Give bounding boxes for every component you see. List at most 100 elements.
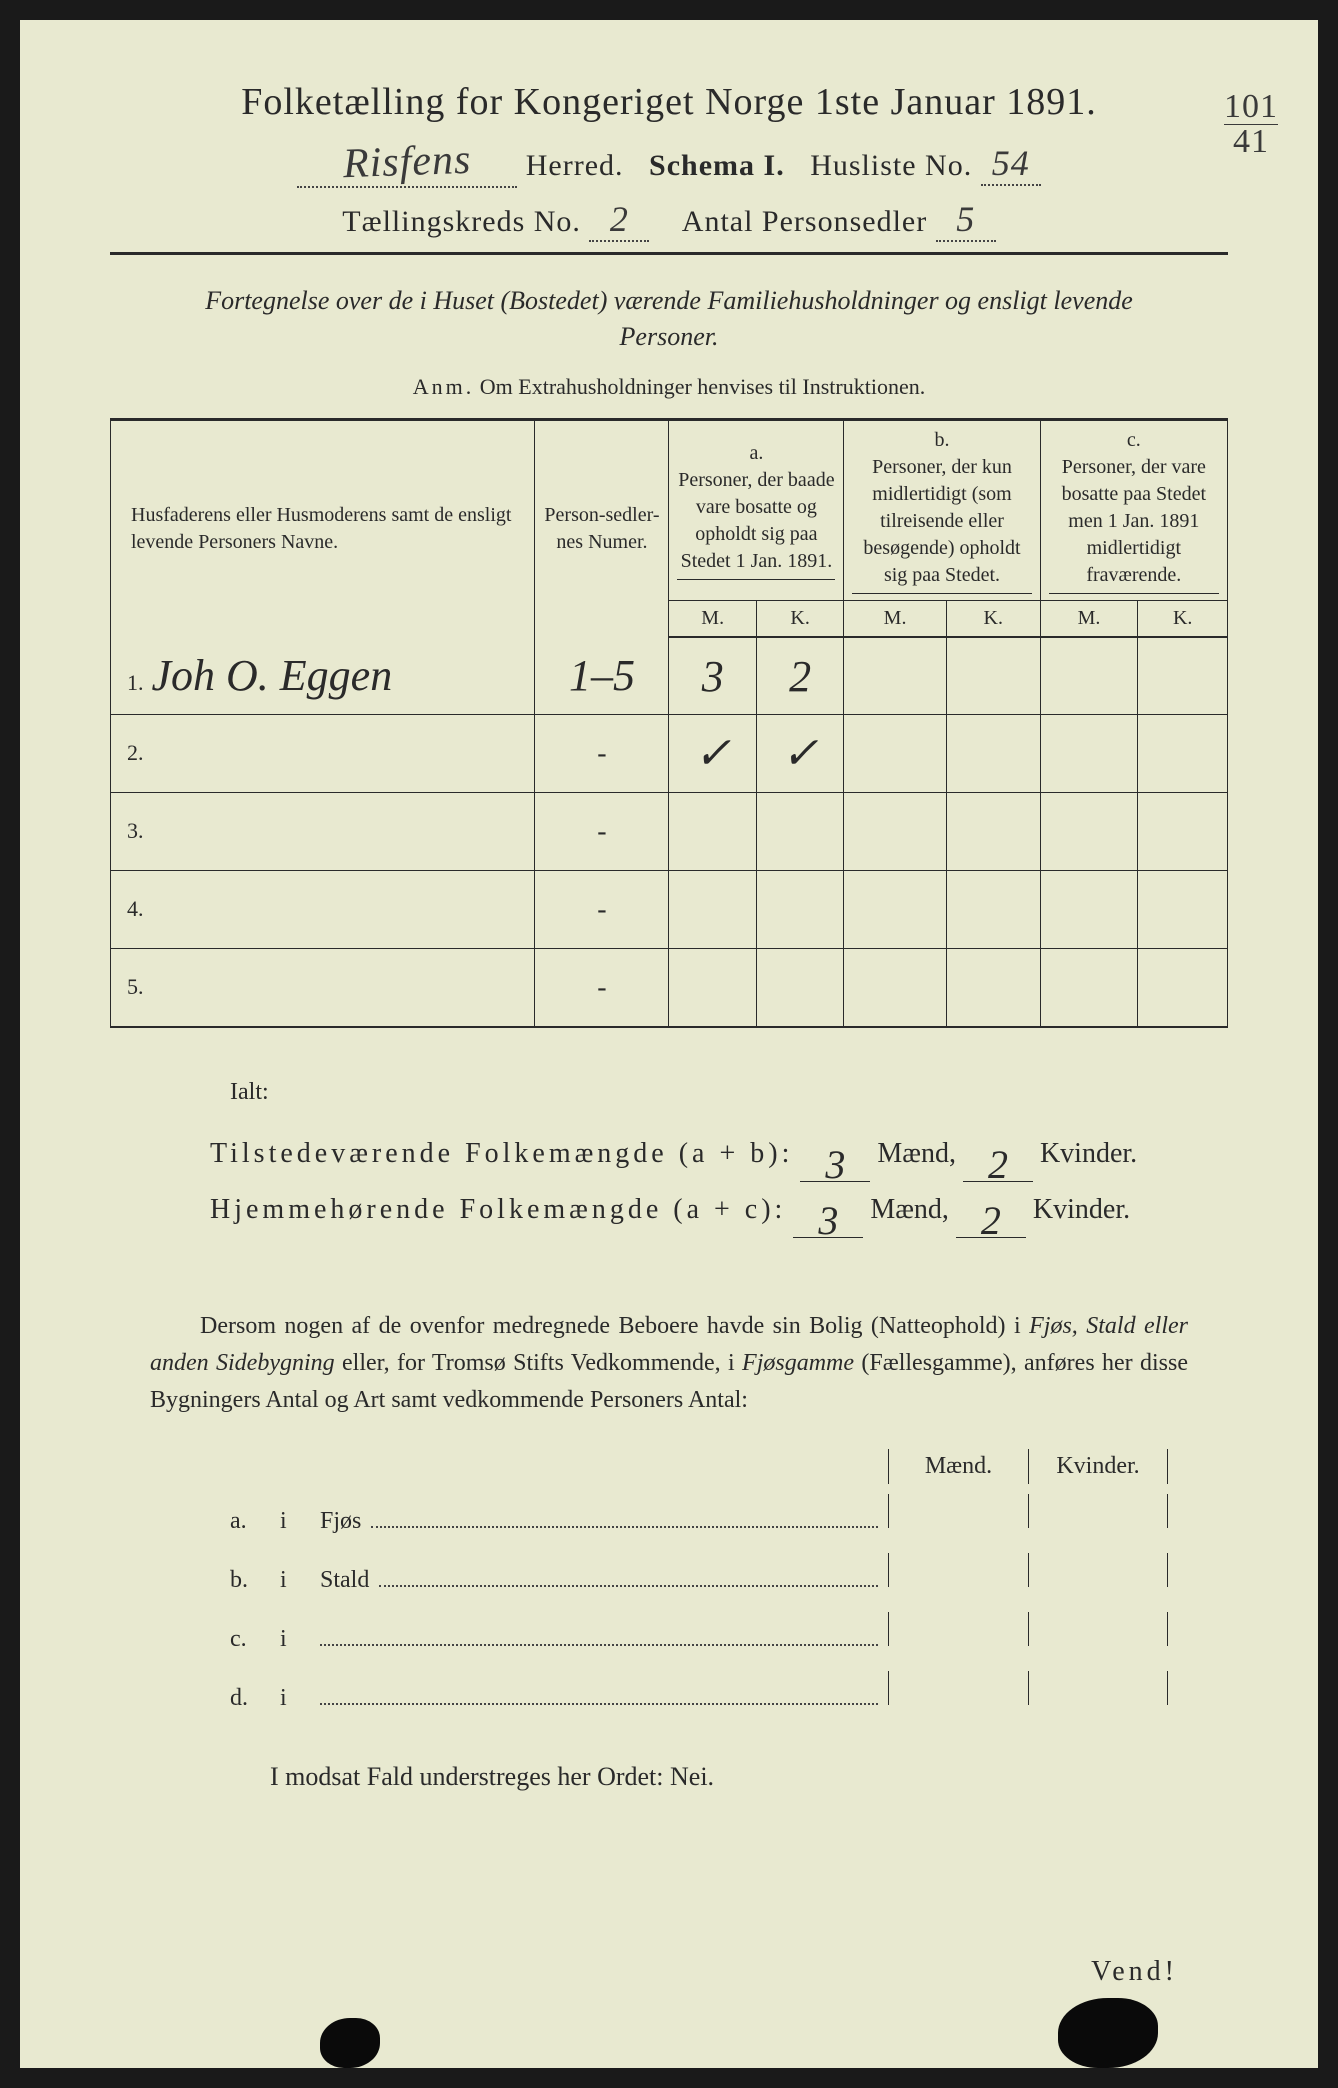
- list-i: i: [280, 1626, 320, 1653]
- row-bm: [844, 949, 946, 1027]
- row-ck: [1138, 637, 1228, 715]
- col-b-text: Personer, der kun midlertidigt (som tilr…: [863, 456, 1020, 586]
- row-bk: [946, 793, 1040, 871]
- table-row: 2. - ✓ ✓: [111, 715, 1228, 793]
- kreds-value: 2: [610, 199, 629, 239]
- totals-line-1: Tilstedeværende Folkemængde (a + b): 3 M…: [210, 1126, 1208, 1182]
- totals-1-label: Tilstedeværende Folkemængde (a + b):: [210, 1138, 793, 1169]
- row-numval: -: [597, 972, 606, 1003]
- list-item: c. i: [230, 1612, 1168, 1653]
- list-mk: [888, 1553, 1168, 1587]
- row-bk: [946, 949, 1040, 1027]
- maend-label: Mænd,: [870, 1194, 949, 1225]
- instruction-paragraph: Dersom nogen af de ovenfor medregnede Be…: [150, 1308, 1188, 1420]
- table-row: 4. -: [111, 871, 1228, 949]
- col-a-m: M.: [669, 600, 756, 637]
- anm-line: Anm. Om Extrahusholdninger henvises til …: [110, 374, 1228, 400]
- antal-value: 5: [956, 199, 975, 239]
- col-a-header: a. Personer, der baade vare bosatte og o…: [669, 419, 844, 600]
- table-row: 1.Joh O. Eggen 1–5 3 2: [111, 637, 1228, 715]
- margin-annotation: 101 41: [1224, 90, 1278, 159]
- header-block: Folketælling for Kongeriget Norge 1ste J…: [110, 80, 1228, 242]
- ialt-label: Ialt:: [230, 1068, 1208, 1116]
- col-c-text: Personer, der vare bosatte paa Stedet me…: [1062, 456, 1206, 586]
- list-mk: [888, 1494, 1168, 1528]
- list-letter: b.: [230, 1567, 280, 1594]
- row-ck: [1138, 715, 1228, 793]
- anm-text: Om Extrahusholdninger henvises til Instr…: [480, 374, 925, 399]
- table-header: Husfaderens eller Husmoderens samt de en…: [111, 419, 1228, 637]
- col-c-header: c. Personer, der vare bosatte paa Stedet…: [1040, 419, 1227, 600]
- totals-block: Ialt: Tilstedeværende Folkemængde (a + b…: [210, 1068, 1208, 1238]
- kvinder-col: Kvinder.: [1028, 1449, 1168, 1484]
- maend-col: Mænd.: [888, 1449, 1028, 1484]
- list-word: Fjøs: [320, 1508, 361, 1535]
- building-list: a. i Fjøs b. i Stald c. i d. i: [230, 1494, 1168, 1712]
- col-a-k: K.: [756, 600, 843, 637]
- totals-2-label: Hjemmehørende Folkemængde (a + c):: [210, 1194, 786, 1225]
- row-bm: [844, 715, 946, 793]
- husliste-label: Husliste No.: [810, 149, 972, 182]
- col-num-header: Person-sedler-nes Numer.: [535, 419, 669, 637]
- row-num: 1.: [127, 670, 144, 695]
- row-am: [669, 871, 756, 949]
- kvinder-label: Kvinder.: [1040, 1138, 1137, 1169]
- row-am: [669, 793, 756, 871]
- list-field: [320, 1685, 878, 1705]
- col-b-header: b. Personer, der kun midlertidigt (som t…: [844, 419, 1040, 600]
- row-name: Joh O. Eggen: [152, 651, 393, 700]
- husliste-value: 54: [992, 143, 1030, 183]
- row-cm: [1040, 871, 1138, 949]
- annotation-bottom: 41: [1224, 124, 1278, 159]
- list-item: b. i Stald: [230, 1553, 1168, 1594]
- list-item: d. i: [230, 1671, 1168, 1712]
- row-am: ✓: [694, 729, 731, 778]
- list-mk: [888, 1612, 1168, 1646]
- antal-field: 5: [936, 198, 996, 242]
- col-num-text: Person-sedler-nes Numer.: [544, 504, 659, 553]
- row-numval: -: [597, 894, 606, 925]
- row-ak: [756, 871, 843, 949]
- row-ak: 2: [789, 652, 811, 701]
- list-letter: a.: [230, 1508, 280, 1535]
- col-a-text: Personer, der baade vare bosatte og opho…: [678, 469, 834, 572]
- col-b-k: K.: [946, 600, 1040, 637]
- col-c-m: M.: [1040, 600, 1138, 637]
- col-name-header: Husfaderens eller Husmoderens samt de en…: [111, 419, 535, 637]
- main-title: Folketælling for Kongeriget Norge 1ste J…: [110, 80, 1228, 124]
- kreds-label: Tællingskreds No.: [342, 205, 581, 238]
- kvinder-label: Kvinder.: [1033, 1194, 1130, 1225]
- kreds-field: 2: [589, 198, 649, 242]
- list-word: Stald: [320, 1567, 369, 1594]
- ink-blot: [1058, 1998, 1158, 2068]
- row-bm: [844, 871, 946, 949]
- row-cm: [1040, 637, 1138, 715]
- col-b-m: M.: [844, 600, 946, 637]
- totals-line-2: Hjemmehørende Folkemængde (a + c): 3 Mæn…: [210, 1182, 1208, 1238]
- subtitle: Fortegnelse over de i Huset (Bostedet) v…: [170, 283, 1168, 356]
- col-b-letter: b.: [935, 429, 950, 451]
- kreds-row: Tællingskreds No. 2 Antal Personsedler 5: [110, 198, 1228, 242]
- row-cm: [1040, 949, 1138, 1027]
- col-a-letter: a.: [749, 442, 763, 464]
- husliste-field: 54: [981, 142, 1041, 186]
- row-num: 4.: [127, 896, 144, 921]
- list-field: [371, 1508, 878, 1528]
- footer-line: I modsat Fald understreges her Ordet: Ne…: [270, 1762, 1228, 1792]
- list-letter: d.: [230, 1685, 280, 1712]
- table-row: 3. -: [111, 793, 1228, 871]
- row-bk: [946, 871, 1040, 949]
- row-bm: [844, 793, 946, 871]
- row-numval: 1–5: [569, 651, 635, 700]
- list-field: [379, 1567, 878, 1587]
- census-form-page: Folketælling for Kongeriget Norge 1ste J…: [20, 20, 1318, 2068]
- row-ak: ✓: [782, 729, 819, 778]
- totals-2-m: 3: [793, 1205, 863, 1238]
- row-cm: [1040, 793, 1138, 871]
- title-text: Folketælling for Kongeriget Norge 1ste J…: [241, 81, 1097, 123]
- table-row: 5. -: [111, 949, 1228, 1027]
- row-am: [669, 949, 756, 1027]
- row-ak: [756, 793, 843, 871]
- col-c-letter: c.: [1127, 429, 1141, 451]
- maend-label: Mænd,: [877, 1138, 956, 1169]
